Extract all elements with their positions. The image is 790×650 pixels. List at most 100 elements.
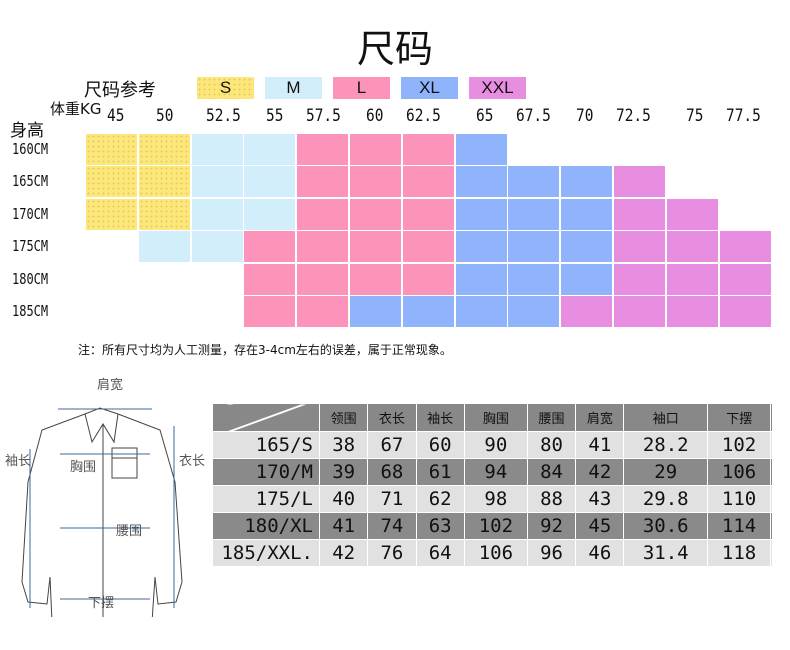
grid-cell-xl xyxy=(455,296,507,327)
value-cell: 41 xyxy=(575,431,625,459)
weight-label: 72.5 xyxy=(616,106,651,126)
value-cell: 62 xyxy=(415,485,465,513)
diagram-label-length: 衣长 xyxy=(179,454,206,469)
grid-cell-xl xyxy=(455,166,507,198)
empty-cell xyxy=(770,403,773,432)
value-cell: 94 xyxy=(463,458,528,486)
value-cell: 31.4 xyxy=(623,539,709,567)
column-header: 袖口 xyxy=(623,403,709,432)
value-cell: 46 xyxy=(575,539,625,567)
diagram-label-waist: 腰围 xyxy=(116,524,143,539)
table-header-row: 领围 衣长 袖长 胸围 腰围 肩宽 袖口 下摆 xyxy=(212,403,773,432)
grid-cell-l xyxy=(297,231,349,263)
height-label: 165CM xyxy=(12,172,49,191)
grid-cell-s xyxy=(86,198,137,230)
grid-cell-xl xyxy=(455,134,507,165)
grid-cell-l xyxy=(402,198,454,230)
value-cell: 106 xyxy=(463,539,528,567)
empty-cell xyxy=(770,539,773,567)
grid-cell-xl xyxy=(561,198,613,230)
size-cell: 180/XL xyxy=(212,512,320,540)
value-cell: 38 xyxy=(318,431,369,459)
grid-cell-xl xyxy=(508,231,560,263)
grid-cell-m xyxy=(191,134,243,165)
grid-cell-xl xyxy=(561,231,613,263)
grid-cell-l xyxy=(297,296,349,327)
value-cell: 43 xyxy=(575,485,625,513)
value-cell: 80 xyxy=(526,431,577,459)
empty-cell xyxy=(770,458,773,486)
legend-xl: XL xyxy=(401,77,458,99)
grid-cell-s xyxy=(86,134,137,165)
value-cell: 102 xyxy=(463,512,528,540)
diagram-label-chest: 胸围 xyxy=(70,460,97,475)
grid-cell-s xyxy=(138,166,190,198)
grid-cell-xxl xyxy=(666,296,718,327)
grid-cell-l xyxy=(244,263,296,295)
grid-cell-l xyxy=(297,198,349,230)
grid-cell-m xyxy=(244,198,296,230)
corner-cell xyxy=(212,403,320,432)
weight-label: 45 xyxy=(107,106,125,126)
column-header: 领围 xyxy=(318,403,369,432)
grid-cell-l xyxy=(402,231,454,263)
weight-label: 77.5 xyxy=(726,106,761,126)
value-cell: 74 xyxy=(367,512,417,540)
value-cell: 60 xyxy=(415,431,465,459)
column-header: 腰围 xyxy=(526,403,577,432)
value-cell: 42 xyxy=(318,539,369,567)
weight-label: 50 xyxy=(156,106,174,126)
column-header: 衣长 xyxy=(367,403,417,432)
empty-cell xyxy=(770,485,773,513)
grid-cell-s xyxy=(138,198,190,230)
grid-cell-xxl xyxy=(614,296,665,327)
legend-label: 尺码参考 xyxy=(84,80,156,101)
grid-cell-xxl xyxy=(614,231,665,263)
size-cell: 165/S xyxy=(212,431,320,459)
empty-cell xyxy=(770,431,773,459)
grid-cell-xl xyxy=(455,198,507,230)
value-cell: 29 xyxy=(623,458,709,486)
table-row: 180/XL 41 74 63 102 92 45 30.6 114 xyxy=(212,512,773,540)
grid-cell-m xyxy=(191,198,243,230)
grid-cell-l xyxy=(350,166,401,198)
grid-cell-l xyxy=(297,166,349,198)
grid-cell-l xyxy=(244,231,296,263)
grid-cell-xl xyxy=(508,296,560,327)
value-cell: 28.2 xyxy=(623,431,709,459)
weight-label: 体重KG xyxy=(50,100,102,118)
value-cell: 96 xyxy=(526,539,577,567)
height-label: 180CM xyxy=(12,269,49,288)
grid-cell-xl xyxy=(455,231,507,263)
grid-cell-xl xyxy=(508,198,560,230)
value-cell: 67 xyxy=(367,431,417,459)
table-row: 165/S 38 67 60 90 80 41 28.2 102 xyxy=(212,431,773,459)
table-row: 170/M 39 68 61 94 84 42 29 106 xyxy=(212,458,773,486)
column-header: 肩宽 xyxy=(575,403,625,432)
grid-cell-l xyxy=(402,166,454,198)
grid-cell-xl xyxy=(455,263,507,295)
height-label: 185CM xyxy=(12,302,49,320)
grid-cell-xxl xyxy=(614,166,665,198)
grid-cell-xl xyxy=(508,166,560,198)
grid-cell-l xyxy=(350,231,401,263)
column-header: 袖长 xyxy=(415,403,465,432)
value-cell: 39 xyxy=(318,458,369,486)
page-title: 尺码 xyxy=(356,27,433,71)
value-cell: 71 xyxy=(367,485,417,513)
height-label: 170CM xyxy=(12,204,49,223)
grid-cell-xl xyxy=(561,263,613,295)
grid-cell-l xyxy=(297,263,349,295)
grid-cell-xxl xyxy=(666,198,718,230)
grid-cell-l xyxy=(297,134,349,165)
size-cell: 185/XXL. xyxy=(212,539,320,567)
grid-cell-xxl xyxy=(666,263,718,295)
shirt-diagram xyxy=(21,407,183,617)
value-cell: 29.8 xyxy=(623,485,709,513)
legend-m: M xyxy=(265,77,322,99)
size-cell: 170/M xyxy=(212,458,320,486)
grid-cell-xxl xyxy=(614,198,665,230)
diagram-label-sleeve: 袖长 xyxy=(5,454,32,469)
grid-cell-xl xyxy=(402,296,454,327)
grid-cell-xl xyxy=(561,166,613,198)
